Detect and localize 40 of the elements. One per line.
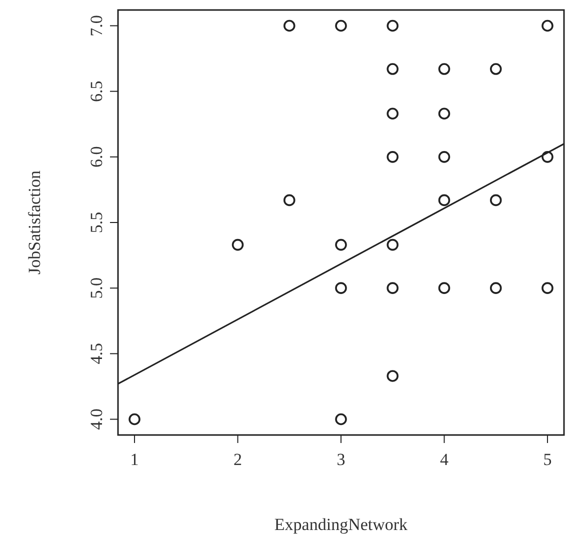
point: [386, 370, 399, 382]
point: [490, 282, 502, 294]
y-axis-title: JobSatisfaction: [25, 170, 44, 274]
point: [283, 20, 296, 32]
point: [542, 20, 554, 32]
point: [283, 194, 296, 206]
y-tick-label: 5.0: [87, 277, 106, 299]
y-tick-label: 4.0: [87, 408, 106, 430]
x-tick-label: 3: [336, 450, 346, 469]
y-tick-label: 6.0: [87, 146, 106, 168]
point: [335, 238, 347, 251]
point: [542, 151, 554, 163]
point: [232, 238, 244, 251]
point: [438, 282, 450, 294]
point: [386, 63, 399, 75]
point: [335, 413, 347, 426]
point: [386, 108, 399, 120]
y-tick-label: 4.5: [87, 343, 106, 364]
point: [386, 20, 399, 32]
point: [335, 282, 347, 294]
y-tick-label: 5.5: [87, 212, 106, 234]
point: [386, 282, 399, 294]
point: [438, 151, 450, 163]
y-tick-label: 7.0: [87, 15, 106, 36]
y-tick-label: 6.5: [87, 80, 106, 102]
point: [386, 151, 399, 163]
x-tick-label: 5: [543, 450, 552, 469]
point: [542, 282, 554, 294]
point: [438, 63, 450, 75]
point: [490, 63, 502, 75]
point: [490, 194, 502, 206]
point: [438, 194, 450, 206]
x-tick-label: 2: [234, 450, 242, 469]
point: [386, 238, 399, 251]
point: [128, 413, 140, 426]
x-axis-title: ExpandingNetwork: [274, 515, 408, 534]
x-tick-label: 4: [440, 450, 449, 469]
point: [438, 108, 450, 120]
point: [335, 20, 347, 32]
x-tick-label: 1: [130, 450, 139, 469]
